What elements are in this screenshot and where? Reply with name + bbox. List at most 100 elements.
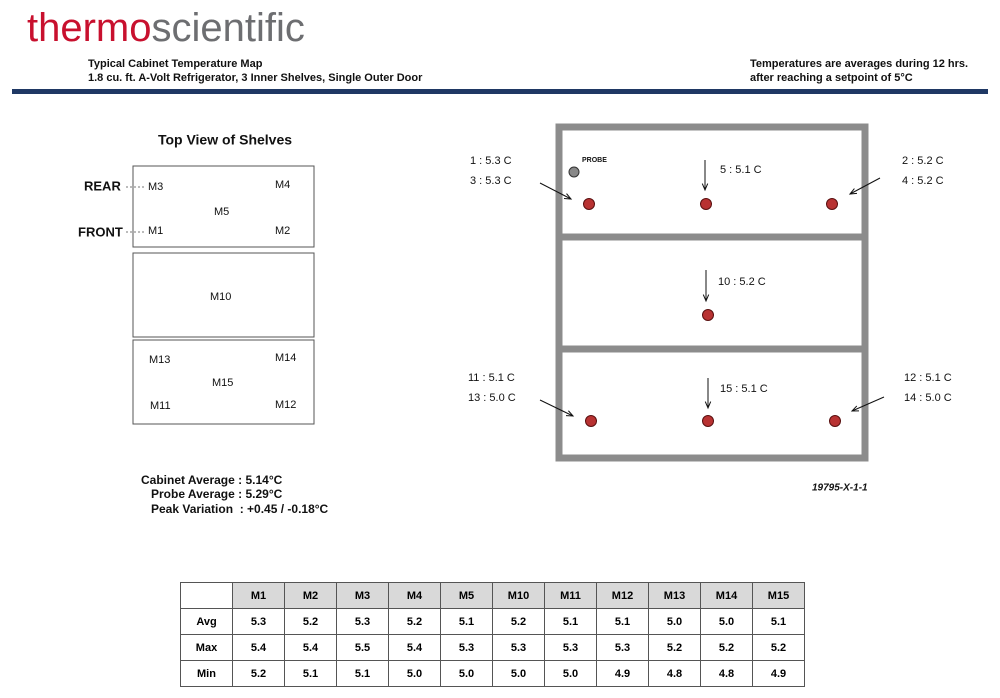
reading: 13 : 5.0 C (468, 392, 516, 404)
arrow-head (565, 410, 575, 417)
table-cell: M13 (648, 582, 701, 609)
table-cell: 5.0 (544, 660, 597, 687)
table-row: Avg 5.3 5.2 5.3 5.2 5.1 5.2 5.1 5.1 5.0 5.0 5.1 (180, 608, 805, 635)
sensor (583, 198, 595, 210)
sensor (702, 415, 714, 427)
position-label: M1 (148, 225, 163, 237)
arrow-head (704, 401, 712, 410)
position-label: M11 (150, 400, 171, 412)
table-cell: Min (180, 660, 233, 687)
table-row: Max 5.4 5.4 5.5 5.4 5.3 5.3 5.3 5.3 5.2 5.2 5.2 (180, 634, 805, 661)
reading: 2 : 5.2 C (902, 155, 944, 167)
probe (568, 166, 580, 178)
arrow-head (702, 294, 710, 303)
table-cell: 5.2 (700, 634, 753, 661)
table-cell: 5.2 (492, 608, 545, 635)
table-cell: 5.0 (700, 608, 753, 635)
reading: 15 : 5.1 C (720, 383, 768, 395)
table-cell: 4.8 (700, 660, 753, 687)
probe-label: PROBE (582, 157, 607, 164)
header-line: Temperatures are averages during 12 hrs. (750, 58, 968, 70)
table-cell: 5.3 (544, 634, 597, 661)
table-cell: 5.1 (752, 608, 805, 635)
table-cell: 5.3 (440, 634, 493, 661)
table-cell: M2 (284, 582, 337, 609)
reading: 1 : 5.3 C (470, 155, 512, 167)
table-cell: M10 (492, 582, 545, 609)
table-cell: 5.1 (336, 660, 389, 687)
position-label: M3 (148, 181, 163, 193)
reading: 3 : 5.3 C (470, 175, 512, 187)
table-cell: 5.2 (648, 634, 701, 661)
summary-line: Peak Variation : +0.45 / -0.18°C (151, 502, 329, 516)
position-label: M13 (149, 354, 170, 366)
arrow (849, 177, 881, 195)
table-cell: 5.1 (544, 608, 597, 635)
positions: M3 M4 M5 M1 M2 M10 M13 M14 M15 M11 M12 (148, 179, 296, 412)
table-cell: M14 (700, 582, 753, 609)
table-cell: 4.9 (752, 660, 805, 687)
table-cell: 5.2 (388, 608, 441, 635)
table-cell: M3 (336, 582, 389, 609)
cabinet (555, 123, 869, 462)
logo-scientific: scientific (152, 6, 305, 50)
table-cell: 5.1 (440, 608, 493, 635)
table-cell: M1 (232, 582, 285, 609)
sensor (702, 309, 714, 321)
position-label: M4 (275, 179, 290, 191)
table-cell: 5.1 (596, 608, 649, 635)
header-line: 1.8 cu. ft. A-Volt Refrigerator, 3 Inner… (88, 72, 423, 84)
table-cell: M12 (596, 582, 649, 609)
table-cell: M15 (752, 582, 805, 609)
shelf (132, 165, 315, 248)
sensors: 1 : 5.3 C 3 : 5.3 C 5 : 5.1 C 2 : 5.2 C 4 : … (468, 155, 952, 427)
arrow (539, 399, 574, 417)
table-row: M1 M2 M3 M4 M5 M10 M11 M12 M13 M14 M15 (180, 582, 805, 609)
table-cell: 5.3 (492, 634, 545, 661)
arrow (539, 182, 572, 200)
reading: 12 : 5.1 C (904, 372, 952, 384)
arrow (851, 396, 885, 412)
logo-thermo: thermo (27, 6, 152, 50)
sensor (700, 198, 712, 210)
table-cell: 5.0 (440, 660, 493, 687)
reading: 11 : 5.1 C (468, 372, 515, 384)
table-cell: 5.0 (648, 608, 701, 635)
table-cell: 5.5 (336, 634, 389, 661)
table-cell: M4 (388, 582, 441, 609)
sensor (829, 415, 841, 427)
table-cell: Avg (180, 608, 233, 635)
reading: 10 : 5.2 C (718, 276, 766, 288)
reading: 5 : 5.1 C (720, 164, 762, 176)
arrow-head (701, 183, 709, 192)
drawing-number: 19795-X-1-1 (812, 483, 868, 494)
sensor (826, 198, 838, 210)
position-label: M2 (275, 225, 290, 237)
table-cell: 4.9 (596, 660, 649, 687)
reading: 14 : 5.0 C (904, 392, 952, 404)
table-cell: 5.4 (284, 634, 337, 661)
table-row: Min 5.2 5.1 5.1 5.0 5.0 5.0 5.0 4.9 4.8 4.8 4.9 (180, 660, 805, 687)
side-label: FRONT (78, 224, 123, 239)
position-label: M10 (210, 291, 231, 303)
table-cell: 5.2 (284, 608, 337, 635)
section-title: Top View of Shelves (158, 132, 292, 148)
table-cell: 5.0 (492, 660, 545, 687)
table-cell: 5.3 (232, 608, 285, 635)
table-cell: 4.8 (648, 660, 701, 687)
table-cell: 5.2 (752, 634, 805, 661)
arrow-head (563, 193, 573, 200)
shelf (132, 339, 315, 425)
header-bar (12, 89, 988, 94)
position-label: M5 (214, 206, 229, 218)
table-cell: 5.4 (388, 634, 441, 661)
table-cell: 5.3 (596, 634, 649, 661)
position-label: M14 (275, 352, 296, 364)
table-cell: Max (180, 634, 233, 661)
header-line: Typical Cabinet Temperature Map (88, 58, 263, 70)
data-table: M1 M2 M3 M4 M5 M10 M11 M12 M13 M14 M15 Avg 5.3 5.2 5.3… (180, 582, 805, 687)
table-cell: 5.3 (336, 608, 389, 635)
summary-line: Cabinet Average : 5.14°C (141, 473, 283, 487)
